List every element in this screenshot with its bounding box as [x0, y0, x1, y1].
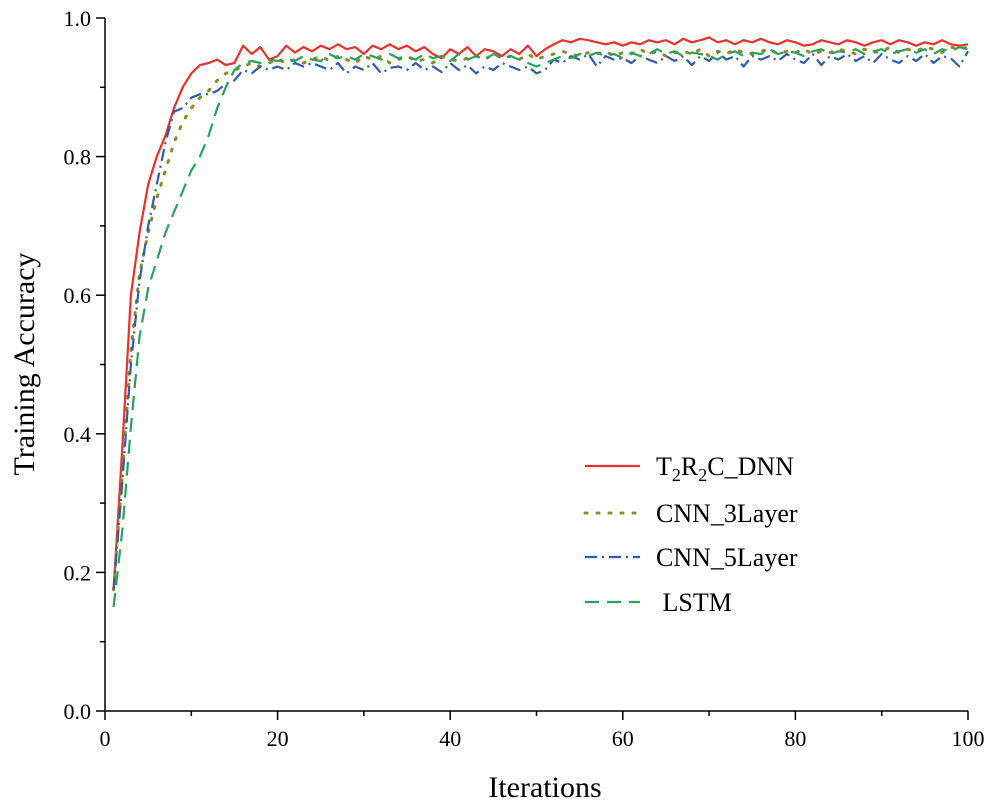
y-tick-label: 1.0 [64, 6, 92, 31]
x-tick-label: 0 [100, 726, 111, 751]
legend: T2R2C_DNN CNN_3Layer CNN_5Layer LSTM [583, 452, 798, 617]
y-tick-label: 0.4 [64, 422, 92, 447]
y-axis-title: Training Accuracy [8, 252, 41, 475]
x-tick-label: 20 [267, 726, 289, 751]
x-tick-label: 40 [439, 726, 461, 751]
series-line-t2r2c-dnn [112, 36, 969, 590]
y-tick-label: 0.2 [64, 560, 92, 585]
x-axis-title: Iterations [488, 771, 601, 804]
legend-label-t2r2c-dnn: T2R2C_DNN [656, 452, 794, 485]
series-line-lstm [112, 45, 969, 608]
x-tick-label: 100 [952, 726, 985, 751]
y-tick-label: 0.0 [64, 699, 92, 724]
x-tick-label: 80 [784, 726, 806, 751]
y-tick-label: 0.8 [64, 145, 92, 170]
legend-label-cnn-5layer: CNN_5Layer [656, 543, 798, 572]
series-line-cnn-5layer [112, 50, 969, 590]
y-tick-label: 0.6 [64, 283, 92, 308]
series-line-cnn-3layer [112, 45, 970, 592]
plot-area [112, 36, 970, 608]
legend-label-cnn-3layer: CNN_3Layer [656, 499, 798, 528]
x-tick-label: 60 [612, 726, 634, 751]
axes: 0 20 40 60 80 100 0.0 0.2 0.4 0.6 0.8 1.0 [64, 6, 985, 751]
legend-label-lstm: LSTM [656, 588, 732, 617]
